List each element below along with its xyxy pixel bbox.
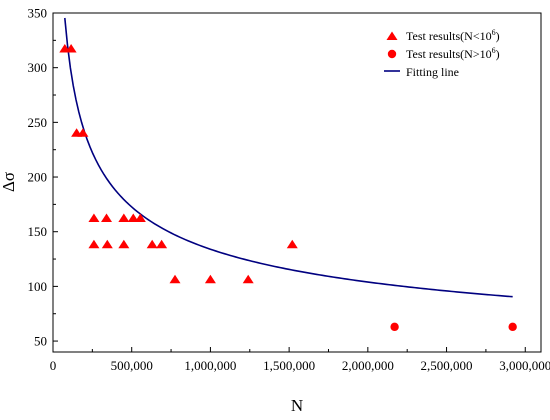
data-point-triangle <box>286 239 298 249</box>
y-tick-label: 350 <box>28 6 48 21</box>
x-tick-label: 1,000,000 <box>184 358 236 373</box>
data-point-circle <box>390 322 399 332</box>
x-tick-label: 3,000,000 <box>499 358 550 373</box>
legend: Test results(N<106) Test results(N>106) … <box>384 28 500 79</box>
y-tick-label: 100 <box>28 279 48 294</box>
data-point-triangle <box>134 213 146 222</box>
data-point-triangle <box>101 239 113 249</box>
data-point-triangle <box>77 128 89 137</box>
data-point-triangle <box>242 274 254 284</box>
legend-label-fitting-line: Fitting line <box>406 65 459 79</box>
data-point-triangle <box>146 239 158 249</box>
fitting-line <box>64 17 513 298</box>
x-tick-label: 2,500,000 <box>421 358 473 373</box>
x-tick-label: 0 <box>50 358 57 373</box>
legend-label-test-results-lt: Test results(N<106) <box>406 28 500 43</box>
legend-label-test-results-gt: Test results(N>106) <box>406 46 500 61</box>
y-tick-label: 50 <box>34 334 47 349</box>
data-point-triangle <box>65 43 77 53</box>
x-tick-label: 500,000 <box>111 358 153 373</box>
data-point-triangle <box>169 274 181 284</box>
data-point-triangle <box>118 239 130 249</box>
y-tick-label: 150 <box>28 224 48 239</box>
plot-frame <box>52 12 542 353</box>
data-point-triangle <box>204 274 216 284</box>
x-axis-title: N <box>291 396 303 415</box>
data-point-circle <box>508 322 517 332</box>
data-points <box>59 43 517 332</box>
data-point-triangle <box>88 239 100 249</box>
y-tick-label: 200 <box>28 170 48 185</box>
x-axis-ticks: 0 500,000 1,000,000 1,500,000 2,000,000 2,500… <box>50 347 550 373</box>
data-point-triangle <box>127 213 139 222</box>
data-point-triangle <box>88 213 100 222</box>
y-tick-label: 300 <box>28 60 48 75</box>
legend-marker-circle <box>387 49 397 59</box>
x-tick-label: 1,500,000 <box>263 358 315 373</box>
y-axis-title: Δσ <box>0 172 18 192</box>
y-axis-ticks: 50 100 150 200 250 300 350 <box>28 6 58 349</box>
data-point-triangle <box>118 213 130 222</box>
y-tick-label: 250 <box>28 115 48 130</box>
data-point-triangle <box>101 213 113 222</box>
x-tick-label: 2,000,000 <box>342 358 394 373</box>
data-point-triangle <box>156 239 168 249</box>
legend-marker-triangle <box>386 31 398 40</box>
